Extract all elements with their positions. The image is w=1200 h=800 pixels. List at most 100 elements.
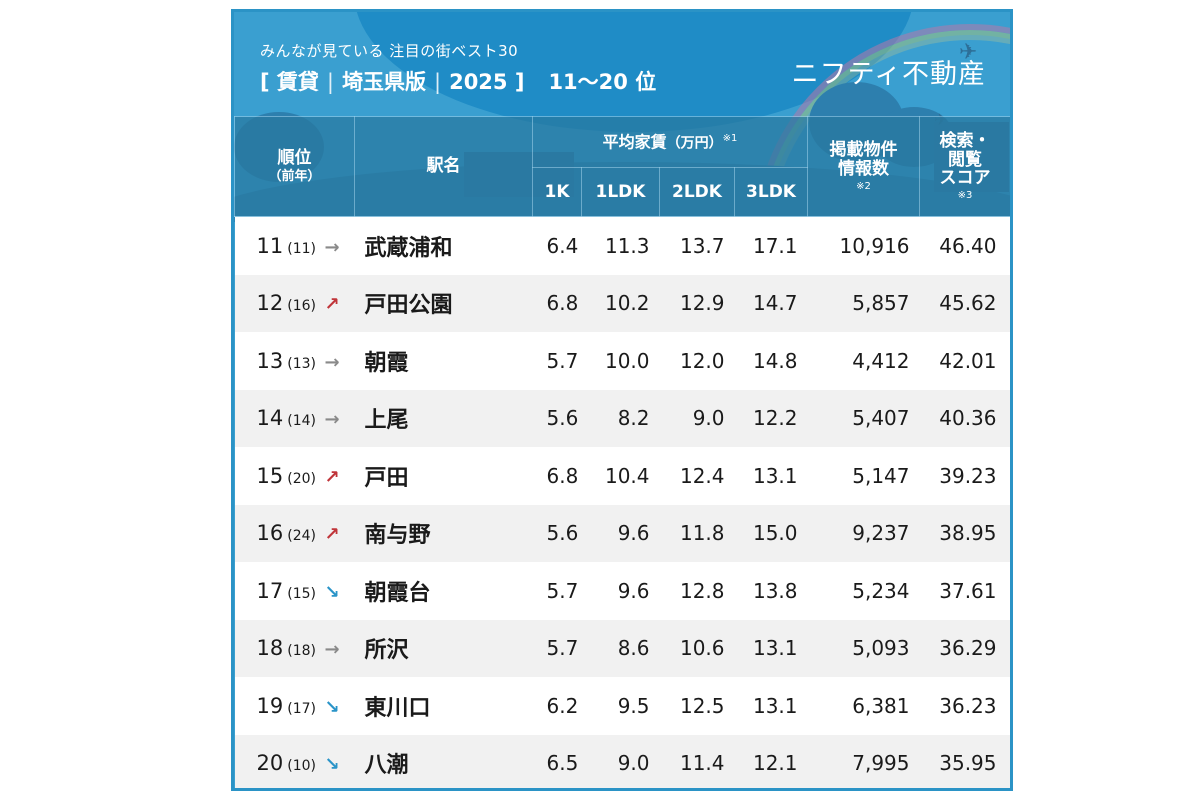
- column-header-station: 駅名: [354, 116, 533, 217]
- rent-1k: 6.4: [532, 216, 582, 275]
- station-name: 所沢: [354, 619, 533, 677]
- table-row: 11 (11) → 武蔵浦和 6.4 11.3 13.7 17.1 10,916 4…: [234, 216, 1010, 275]
- column-header-2ldk: 2LDK: [659, 167, 735, 217]
- search-score: 38.95: [919, 504, 1010, 562]
- listings-count: 6,381: [807, 677, 920, 735]
- station-name: 上尾: [354, 389, 533, 447]
- station-name: 戸田公園: [354, 274, 533, 332]
- listings-count: 10,916: [807, 216, 920, 275]
- rent-1ldk: 9.6: [581, 562, 660, 620]
- table-row: 19 (17) ↘ 東川口 6.2 9.5 12.5 13.1 6,381 36.2…: [234, 677, 1010, 735]
- previous-rank: (15): [287, 585, 316, 602]
- brand-logo: ニフティ不動産: [791, 59, 986, 90]
- title-range: 11〜20 位: [548, 70, 657, 94]
- search-score: 45.62: [919, 274, 1010, 332]
- rent-2ldk: 13.7: [659, 216, 735, 275]
- rent-1k: 5.6: [532, 504, 582, 562]
- station-name: 八潮: [354, 734, 533, 788]
- rent-2ldk: 12.9: [659, 274, 735, 332]
- previous-rank: (10): [287, 758, 316, 775]
- listings-count: 7,995: [807, 734, 920, 788]
- current-rank: 12: [256, 291, 284, 316]
- column-header-average-rent: 平均家賃（万円）※1: [531, 116, 809, 168]
- trend-arrow-icon: ↗: [324, 524, 340, 546]
- rank-cell: 17 (15) ↘: [234, 562, 355, 620]
- listings-count: 5,147: [807, 447, 920, 505]
- column-header-3ldk: 3LDK: [733, 167, 809, 217]
- station-name: 朝霞台: [354, 562, 533, 620]
- ranking-table: 順位 （前年） 駅名 平均家賃（万円）※1 掲載物件 情報数 ※2 検索・ 閲覧…: [234, 116, 1010, 788]
- rent-1k: 5.7: [532, 332, 582, 390]
- rent-2ldk: 11.4: [659, 734, 735, 788]
- table-row: 15 (20) ↗ 戸田 6.8 10.4 12.4 13.1 5,147 39.2…: [234, 447, 1010, 505]
- rent-1k: 6.8: [532, 447, 582, 505]
- previous-rank: (13): [287, 355, 316, 372]
- rent-1k: 5.6: [532, 389, 582, 447]
- trend-arrow-icon: ↗: [324, 466, 340, 488]
- rent-1ldk: 10.2: [581, 274, 660, 332]
- rent-1k: 6.8: [532, 274, 582, 332]
- trend-arrow-icon: ↘: [324, 581, 340, 603]
- current-rank: 19: [256, 693, 284, 718]
- column-header-score: 検索・ 閲覧 スコア ※3: [919, 116, 1010, 217]
- listings-count: 4,412: [807, 332, 920, 390]
- listings-count: 5,234: [807, 562, 920, 620]
- rent-1k: 6.2: [532, 677, 582, 735]
- trend-arrow-icon: ↘: [324, 696, 340, 718]
- rent-3ldk: 13.8: [734, 562, 808, 620]
- station-name: 東川口: [354, 677, 533, 735]
- listings-count: 9,237: [807, 504, 920, 562]
- search-score: 36.29: [919, 619, 1010, 677]
- rank-cell: 12 (16) ↗: [234, 274, 355, 332]
- title-category: [ 賃貸: [260, 70, 319, 94]
- rent-2ldk: 12.5: [659, 677, 735, 735]
- previous-rank: (11): [287, 240, 316, 257]
- current-rank: 11: [256, 233, 284, 258]
- search-score: 42.01: [919, 332, 1010, 390]
- column-header-rank: 順位 （前年）: [234, 116, 355, 217]
- rent-2ldk: 12.4: [659, 447, 735, 505]
- rent-1ldk: 8.6: [581, 619, 660, 677]
- trend-arrow-icon: ↘: [324, 754, 340, 776]
- rent-1ldk: 10.0: [581, 332, 660, 390]
- rent-3ldk: 14.8: [734, 332, 808, 390]
- rank-cell: 15 (20) ↗: [234, 447, 355, 505]
- column-header-1ldk: 1LDK: [581, 167, 660, 217]
- listings-count: 5,407: [807, 389, 920, 447]
- rent-2ldk: 12.8: [659, 562, 735, 620]
- search-score: 37.61: [919, 562, 1010, 620]
- rent-3ldk: 12.1: [734, 734, 808, 788]
- table-row: 20 (10) ↘ 八潮 6.5 9.0 11.4 12.1 7,995 35.95: [234, 734, 1010, 788]
- rent-2ldk: 10.6: [659, 619, 735, 677]
- rank-cell: 14 (14) →: [234, 389, 355, 447]
- rent-3ldk: 17.1: [734, 216, 808, 275]
- table-row: 17 (15) ↘ 朝霞台 5.7 9.6 12.8 13.8 5,234 37.6…: [234, 562, 1010, 620]
- rank-cell: 16 (24) ↗: [234, 504, 355, 562]
- station-name: 武蔵浦和: [354, 216, 533, 275]
- rent-3ldk: 13.1: [734, 619, 808, 677]
- banner-subtitle: みんなが見ている 注目の街ベスト30: [260, 42, 519, 60]
- rent-2ldk: 12.0: [659, 332, 735, 390]
- station-name: 南与野: [354, 504, 533, 562]
- column-header-1k: 1K: [532, 167, 582, 217]
- current-rank: 18: [256, 636, 284, 661]
- rent-3ldk: 13.1: [734, 677, 808, 735]
- rank-cell: 18 (18) →: [234, 619, 355, 677]
- rank-cell: 11 (11) →: [234, 216, 355, 275]
- trend-arrow-icon: ↗: [324, 294, 340, 316]
- rent-1ldk: 10.4: [581, 447, 660, 505]
- trend-arrow-icon: →: [324, 351, 340, 373]
- rent-3ldk: 12.2: [734, 389, 808, 447]
- column-header-listings: 掲載物件 情報数 ※2: [807, 116, 921, 217]
- previous-rank: (17): [287, 700, 316, 717]
- listings-count: 5,857: [807, 274, 920, 332]
- rank-cell: 20 (10) ↘: [234, 734, 355, 788]
- table-row: 16 (24) ↗ 南与野 5.6 9.6 11.8 15.0 9,237 38.9…: [234, 504, 1010, 562]
- banner-title: [ 賃貸 | 埼玉県版 | 2025 ] 11〜20 位: [260, 70, 657, 94]
- current-rank: 15: [256, 463, 284, 488]
- rent-1ldk: 8.2: [581, 389, 660, 447]
- rent-3ldk: 15.0: [734, 504, 808, 562]
- trend-arrow-icon: →: [324, 236, 340, 258]
- table-row: 14 (14) → 上尾 5.6 8.2 9.0 12.2 5,407 40.36: [234, 389, 1010, 447]
- trend-arrow-icon: →: [324, 639, 340, 661]
